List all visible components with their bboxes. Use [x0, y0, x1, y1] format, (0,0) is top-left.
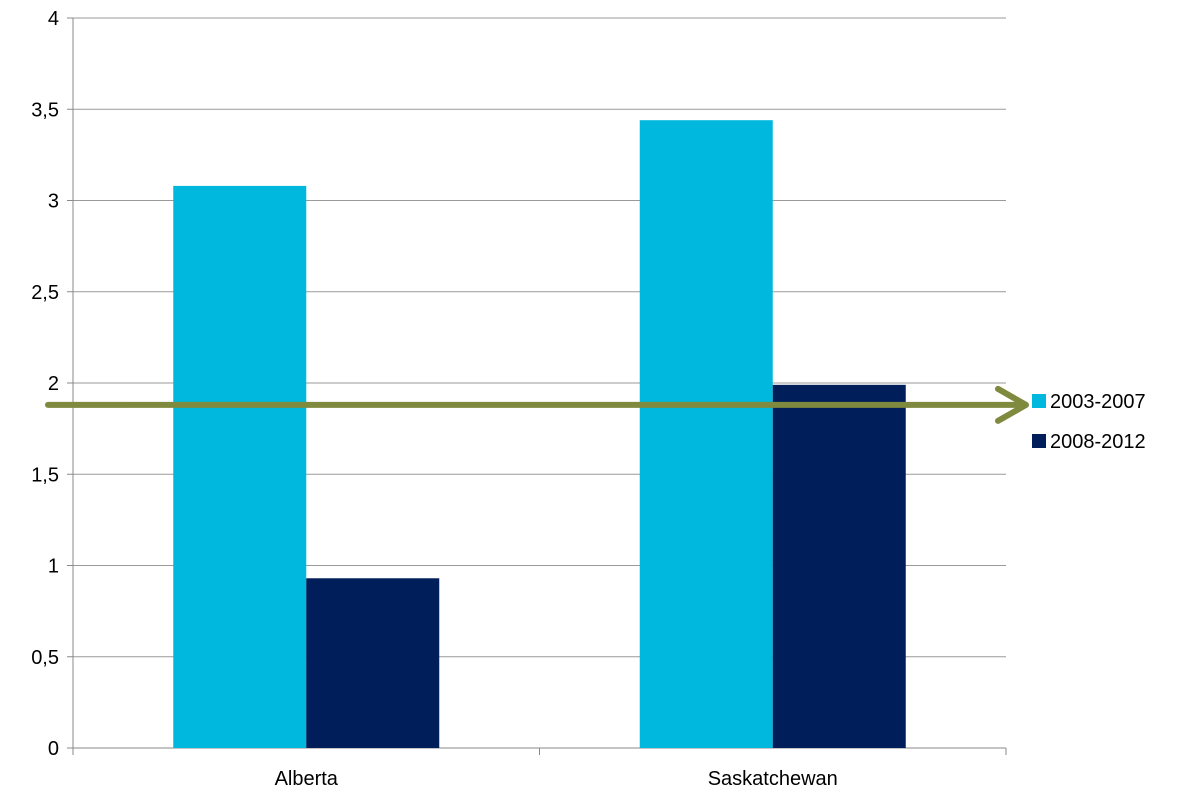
bar-2003-2007-Alberta — [173, 185, 307, 748]
bar-2008-2012-Saskatchewan — [772, 384, 906, 748]
legend-label: 2003-2007 — [1050, 391, 1146, 413]
legend-swatch — [1032, 434, 1046, 448]
y-tick-label: 3,5 — [31, 99, 59, 121]
legend: 2003-2007 2008-2012 — [1032, 391, 1146, 453]
x-axis-category-labels: Alberta Saskatchewan — [275, 768, 838, 790]
y-tick-label: 2,5 — [31, 282, 59, 304]
y-tick-label: 4 — [48, 8, 59, 30]
y-axis-tick-labels: 0 0,5 1 1,5 2 2,5 3 3,5 4 — [31, 8, 59, 760]
legend-swatch — [1032, 394, 1046, 408]
annotation — [45, 385, 1029, 424]
y-tick-label: 1 — [48, 556, 59, 578]
bar-2008-2012-Alberta — [306, 578, 440, 748]
y-tick-label: 3 — [48, 191, 59, 213]
bars — [173, 120, 906, 748]
y-tick-label: 1,5 — [31, 464, 59, 486]
annotation-arrowhead — [995, 385, 1029, 424]
bar-2003-2007-Saskatchewan — [639, 120, 773, 748]
x-category-label: Alberta — [275, 768, 339, 790]
y-tick-label: 0,5 — [31, 647, 59, 669]
y-tick-label: 0 — [48, 738, 59, 760]
x-category-label: Saskatchewan — [708, 768, 838, 790]
y-tick-label: 2 — [48, 373, 59, 395]
legend-label: 2008-2012 — [1050, 431, 1146, 453]
